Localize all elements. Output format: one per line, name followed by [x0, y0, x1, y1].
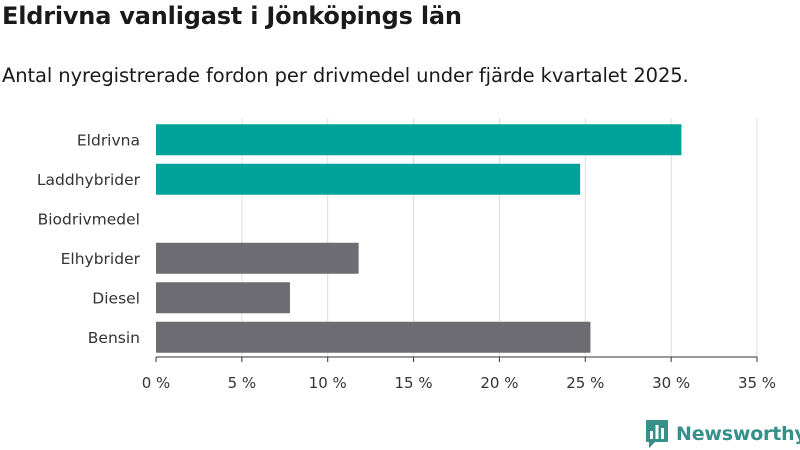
x-tick-label: 35 % [738, 374, 776, 392]
gridlines [241, 118, 758, 357]
category-labels: Eldrivna Laddhybrider Biodrivmedel Elhybrid… [37, 131, 141, 347]
bar-bensin [156, 321, 591, 353]
x-tick-label: 5 % [228, 374, 257, 392]
x-tick-label: 20 % [480, 374, 518, 392]
category-label: Diesel [92, 289, 140, 307]
category-label: Laddhybrider [37, 171, 141, 189]
category-label: Bensin [88, 329, 140, 347]
bar-eldrivna [156, 124, 682, 156]
newsworthy-logo-icon [646, 420, 668, 448]
x-tick-label: 0 % [142, 374, 171, 392]
x-tick-label: 15 % [395, 374, 433, 392]
bar-laddhybrider [156, 163, 581, 195]
category-label: Elhybrider [61, 250, 141, 268]
x-axis: 0 % 5 % 10 % 15 % 20 % 25 % 30 % 35 % [142, 356, 776, 392]
category-label: Eldrivna [77, 131, 140, 149]
chart-title: Eldrivna vanligast i Jönköpings län [2, 2, 462, 30]
bar-diesel [156, 282, 290, 314]
bar-elhybrider [156, 242, 359, 274]
x-tick-label: 10 % [309, 374, 347, 392]
x-tick-label: 30 % [652, 374, 690, 392]
x-tick-label: 25 % [566, 374, 604, 392]
chart-subtitle: Antal nyregistrerade fordon per drivmede… [2, 64, 689, 87]
brand-logo: Newsworthy [645, 419, 800, 449]
category-label: Biodrivmedel [38, 210, 140, 228]
brand-name: Newsworthy [676, 423, 800, 445]
bars [156, 124, 682, 353]
